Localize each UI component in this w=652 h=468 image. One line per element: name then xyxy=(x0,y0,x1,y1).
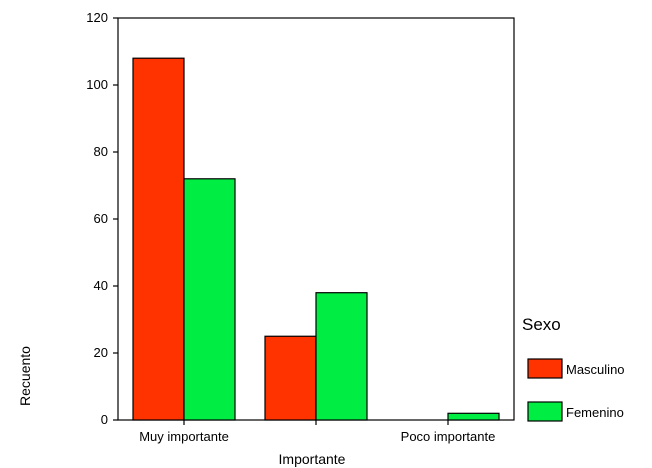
x-axis: Muy importante Poco importante xyxy=(139,420,495,444)
y-tick-label: 0 xyxy=(101,412,108,427)
y-axis-title: Recuento xyxy=(17,346,33,406)
legend-label-masculino: Masculino xyxy=(566,362,625,377)
legend: Masculino Femenino xyxy=(527,358,625,422)
legend-swatch-masculino xyxy=(527,358,563,379)
x-tick-label: Muy importante xyxy=(139,429,229,444)
y-tick-label: 20 xyxy=(94,345,108,360)
bar-femenino xyxy=(315,292,368,421)
y-tick-label: 100 xyxy=(86,77,108,92)
y-axis: 0 20 40 60 80 100 120 xyxy=(86,10,118,427)
legend-title: Sexo xyxy=(522,315,561,334)
y-tick-label: 40 xyxy=(94,278,108,293)
y-tick-label: 80 xyxy=(94,144,108,159)
bar-femenino xyxy=(183,178,236,421)
y-tick-label: 120 xyxy=(86,10,108,25)
bar-masculino xyxy=(264,335,317,421)
legend-swatch-femenino xyxy=(527,401,563,422)
bar-masculino xyxy=(132,57,185,421)
legend-label-femenino: Femenino xyxy=(566,405,624,420)
bars xyxy=(132,57,500,421)
bar-femenino xyxy=(447,412,500,421)
x-axis-title: Importante xyxy=(279,451,346,467)
y-tick-label: 60 xyxy=(94,211,108,226)
x-tick-label: Poco importante xyxy=(401,429,496,444)
